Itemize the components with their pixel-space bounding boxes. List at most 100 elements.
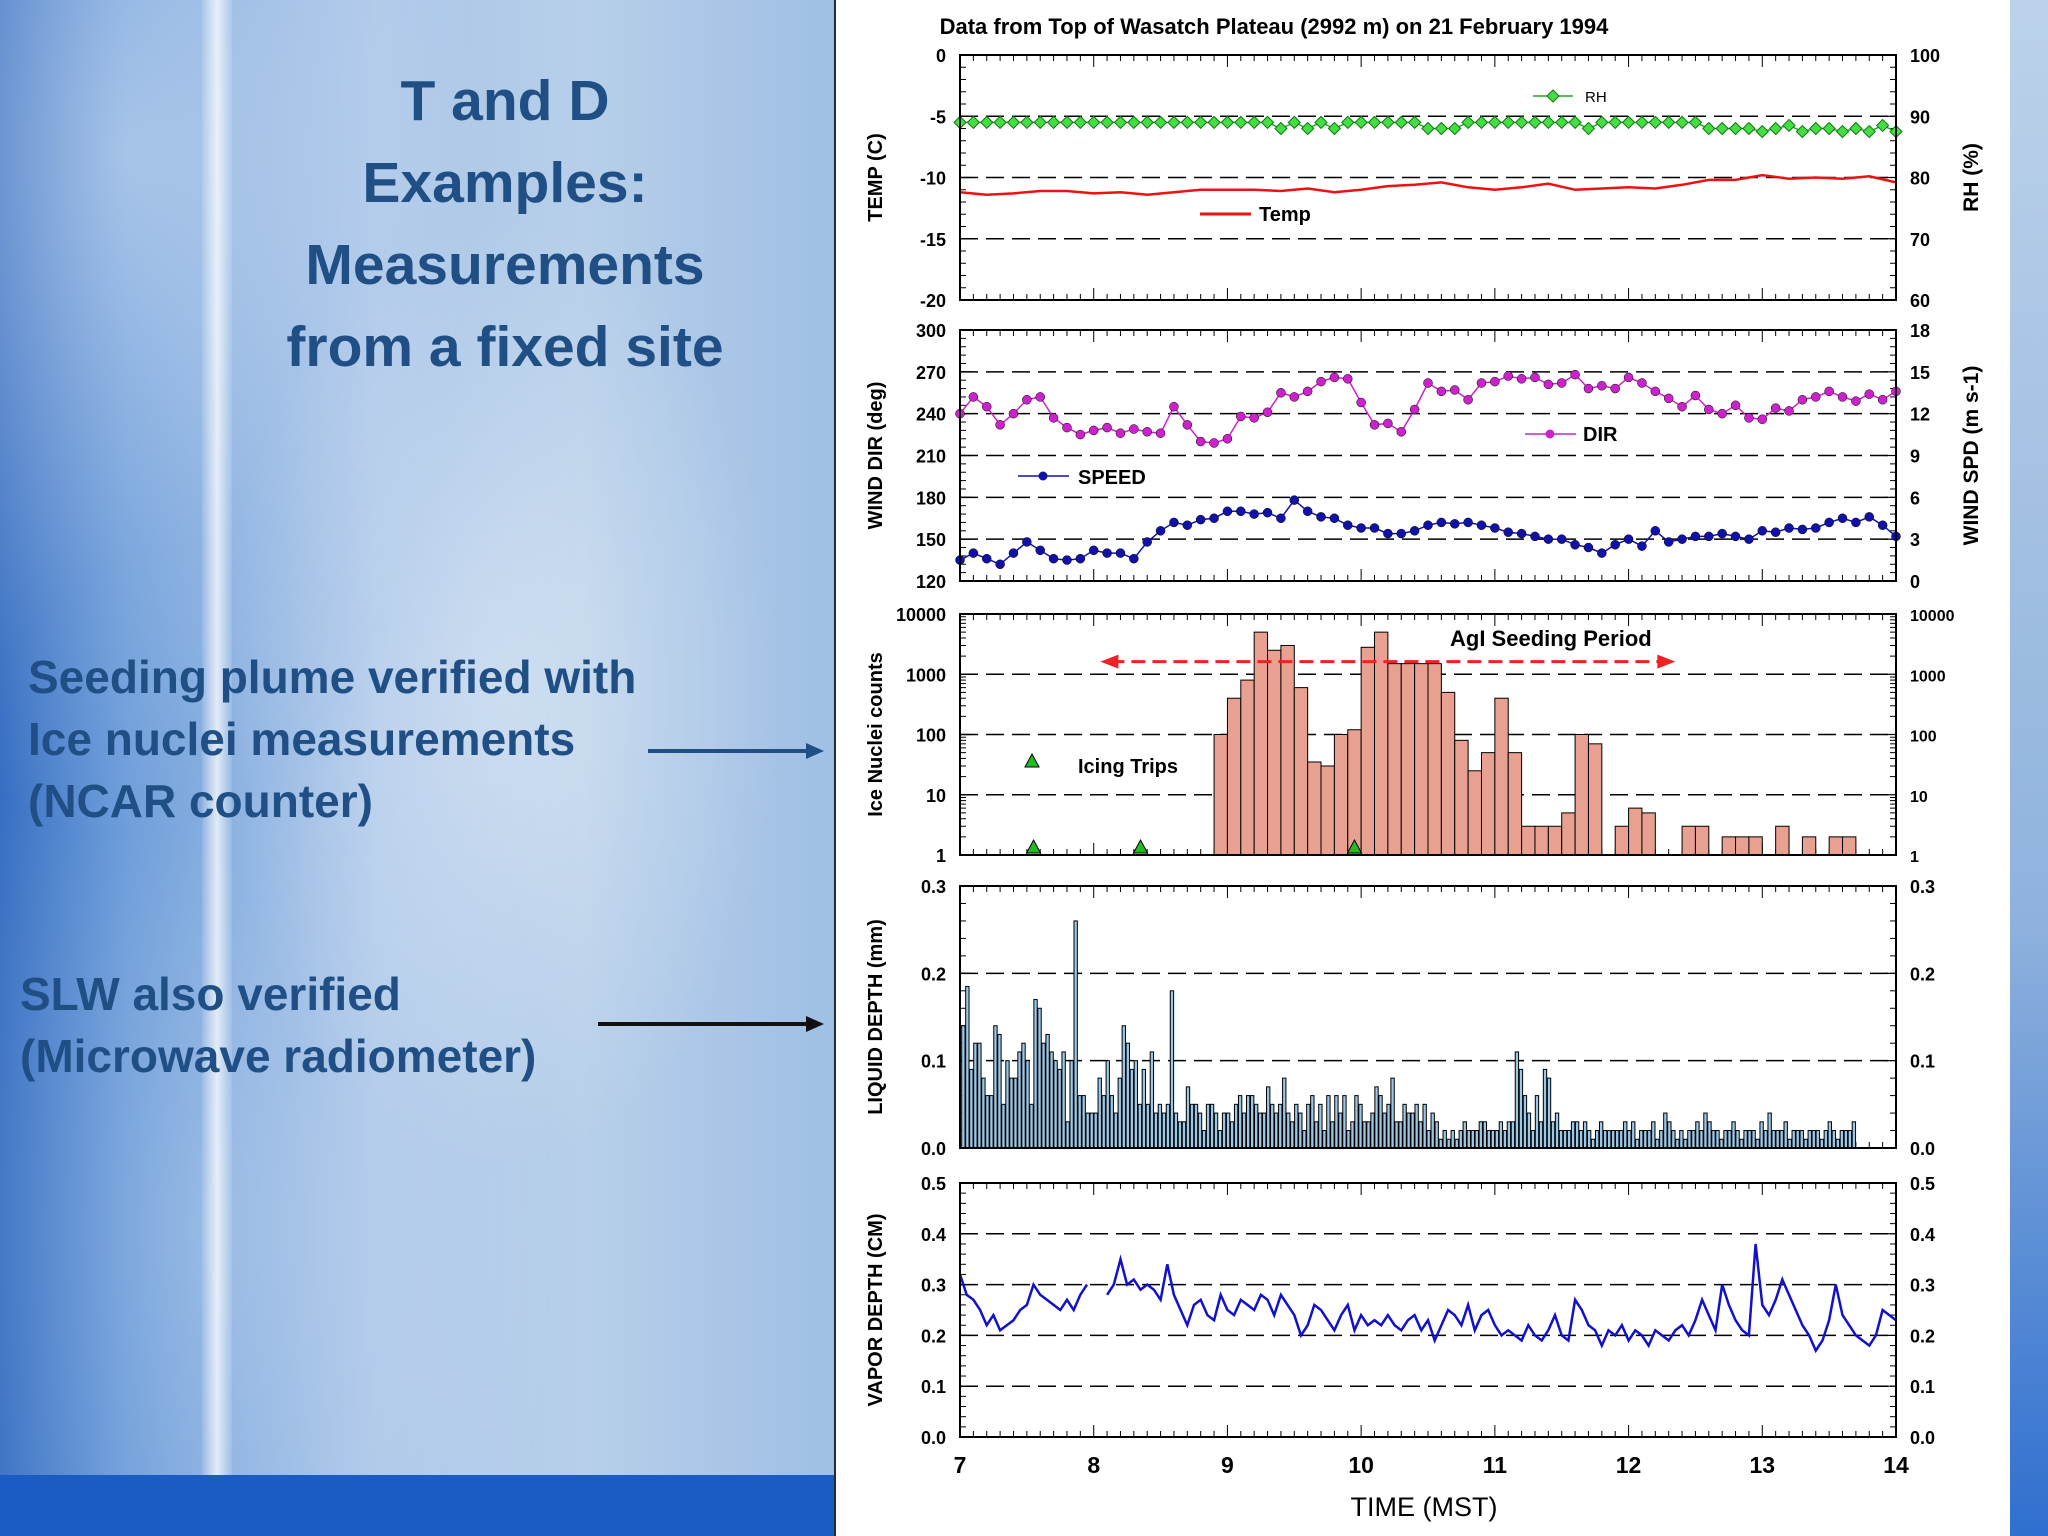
bar [1651,1121,1656,1149]
slw-note-line: (Microwave radiometer) [20,1030,537,1082]
seeding-note-line: Seeding plume verified with [28,651,637,703]
data-point [1302,506,1313,517]
bar [1631,1121,1636,1149]
data-point [1249,413,1259,423]
data-point [1195,436,1206,447]
data-point [1300,121,1315,136]
arrow-head-icon [1657,654,1676,669]
bar [961,1025,966,1149]
data-point [1635,115,1649,130]
data-point [1661,115,1676,130]
bar [1643,1130,1648,1149]
data-point [1581,121,1596,136]
x-tick-label: 8 [1087,1452,1100,1478]
data-point [1797,524,1808,535]
bar [1001,1103,1006,1149]
y-tick-label: 1 [936,846,946,866]
bar [1482,1121,1488,1149]
data-point [981,553,992,564]
data-point [1236,506,1246,517]
bar [1667,1121,1672,1149]
data-point [1314,115,1328,130]
y-tick-label: 0.0 [921,1428,946,1448]
data-point [1367,115,1382,130]
data-point [1035,392,1045,402]
data-point [1474,115,1489,130]
bar [1590,1138,1596,1149]
y2-tick-label: 18 [1910,321,1930,341]
bar [1671,1130,1676,1149]
bar [1358,1103,1363,1149]
bar [1400,663,1416,856]
bar [1803,1138,1808,1149]
data-point [1543,534,1554,544]
y2-tick-label: 1000 [1910,668,1946,685]
y-tick-label: 240 [916,405,946,425]
y2-tick-label: 15 [1910,363,1930,383]
y-tick-label: 210 [916,447,946,467]
bar [1302,1130,1307,1149]
y-tick-label: -20 [920,291,946,311]
bar [1494,1130,1500,1149]
chart-panel-vapor: 0.5 0.4 0.3 0.2 0.1 0.0 0.5 0.4 0.3 0.2 0.1 0.0 VAPO… [865,1174,1935,1478]
bar [1795,1130,1800,1149]
data-point [1222,434,1233,444]
data-point [1663,537,1674,547]
data-point [1088,545,1099,556]
data-point [1514,115,1529,130]
data-point [1610,539,1620,550]
bar [1121,1025,1126,1149]
bar [1233,1103,1239,1149]
data-point [1744,413,1754,423]
y2-tick-label: 6 [1910,488,1920,508]
bar [1611,1130,1616,1149]
data-point [1102,548,1112,558]
bar [1137,1103,1143,1149]
data-point [1490,376,1500,387]
bar [1326,1095,1331,1149]
bar [1442,1130,1447,1149]
data-point [1207,115,1221,130]
bar [1522,1095,1528,1149]
data-point [1222,506,1233,517]
bar [1763,1130,1768,1149]
bar [1787,1138,1792,1149]
data-point [968,392,979,402]
bar [1181,1121,1187,1149]
bar [1430,1112,1435,1149]
bar [1021,1042,1026,1149]
y2-tick-label: 0 [1910,572,1920,592]
bar [1779,1130,1784,1149]
legend-label-speed: SPEED [1078,467,1146,489]
x-tick-label: 11 [1483,1452,1508,1478]
bar [1707,1121,1712,1149]
bar [1843,1130,1849,1149]
bar [1807,1130,1812,1149]
data-point [1276,513,1286,523]
data-point [1356,523,1366,533]
bar [1561,812,1576,856]
bar [1771,1130,1776,1149]
data-point [1369,420,1380,430]
y-tick-label: 0.5 [921,1174,946,1194]
data-point [1702,121,1716,136]
legend-marker [1038,471,1048,481]
data-point [1811,523,1821,533]
y-tick-label: 0.1 [921,1377,946,1397]
data-point [1637,541,1647,551]
bar [1382,1112,1387,1149]
y2-tick-label: 0.2 [1910,964,1935,984]
bar [1558,1130,1564,1149]
bar [1510,1121,1516,1149]
y2-tick-label: 70 [1910,230,1930,250]
bar [1755,1138,1760,1149]
bar [1374,631,1389,856]
data-point [1583,383,1594,394]
data-point [1260,115,1275,130]
bar [1205,1103,1211,1149]
y2-tick-label: 0.1 [1910,1052,1935,1072]
y2-tick-label: 90 [1910,107,1930,127]
bar [1446,1138,1451,1149]
data-point [1247,115,1261,130]
data-point [1236,411,1246,422]
